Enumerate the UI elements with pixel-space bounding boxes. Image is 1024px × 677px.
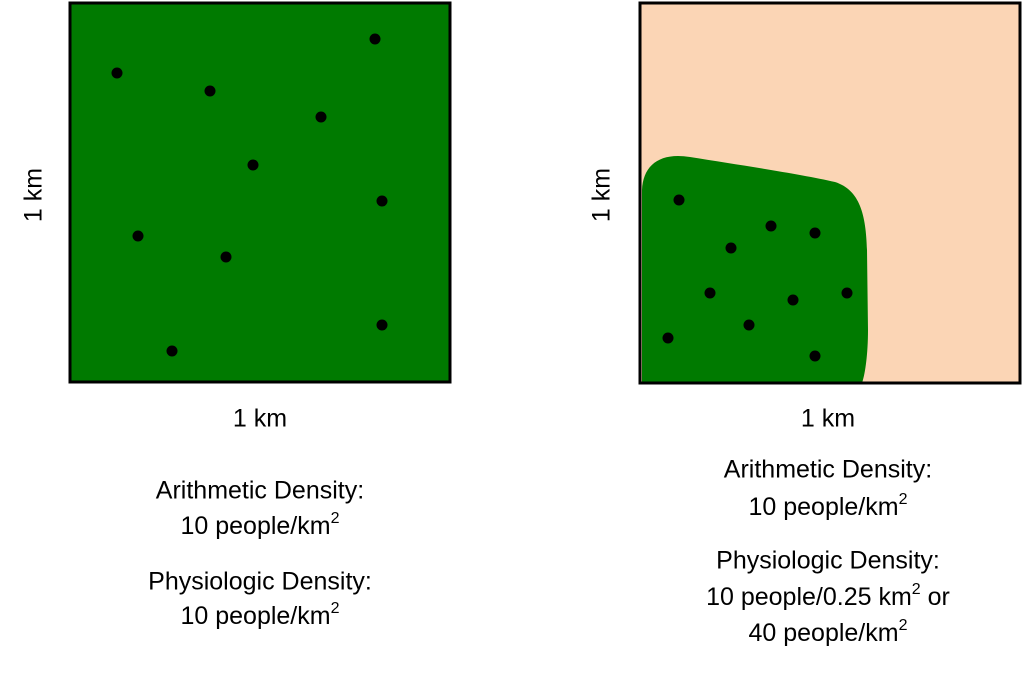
person [765, 220, 777, 232]
superscript: 2 [899, 617, 908, 634]
person [204, 85, 216, 97]
density-value: 10 people/km2 [180, 600, 339, 630]
person [220, 251, 232, 263]
person [111, 67, 123, 79]
person [247, 159, 259, 171]
superscript: 2 [899, 491, 908, 508]
person [725, 242, 737, 254]
density-value: 10 people/km2 [180, 510, 339, 540]
person [673, 194, 685, 206]
value-text: 10 people/km [180, 602, 330, 630]
person [809, 227, 821, 239]
person [376, 319, 388, 331]
square-border [638, 1, 1022, 385]
arable-area [642, 155, 868, 383]
person [132, 230, 144, 242]
density-heading: Arithmetic Density: [724, 456, 932, 484]
land-area [68, 1, 452, 384]
superscript: 2 [331, 510, 340, 527]
height-label: 1 km [588, 168, 616, 222]
person [166, 345, 178, 357]
people-dots [662, 194, 853, 362]
people-dots [111, 33, 388, 357]
density-value: 10 people/km2 [748, 491, 907, 521]
value-text: 10 people/km [180, 512, 330, 540]
width-label: 1 km [801, 405, 855, 433]
person [841, 287, 853, 299]
value-text: 40 people/km [748, 619, 898, 647]
density-value: 10 people/0.25 km2 or [706, 581, 950, 611]
superscript: 2 [331, 600, 340, 617]
person [787, 294, 799, 306]
person [743, 319, 755, 331]
right-square [638, 1, 1022, 385]
value-text: 10 people/0.25 km [706, 583, 912, 611]
density-heading: Physiologic Density: [716, 547, 940, 575]
person [662, 332, 674, 344]
density-value: 40 people/km2 [748, 617, 907, 647]
superscript: 2 [912, 581, 921, 598]
width-label: 1 km [233, 405, 287, 433]
value-text: or [921, 583, 950, 611]
density-heading: Physiologic Density: [148, 568, 372, 596]
person [315, 111, 327, 123]
person [809, 350, 821, 362]
person [704, 287, 716, 299]
left-square [68, 1, 452, 384]
person [376, 195, 388, 207]
density-heading: Arithmetic Density: [156, 477, 364, 505]
height-label: 1 km [20, 168, 48, 222]
person [369, 33, 381, 45]
value-text: 10 people/km [748, 493, 898, 521]
